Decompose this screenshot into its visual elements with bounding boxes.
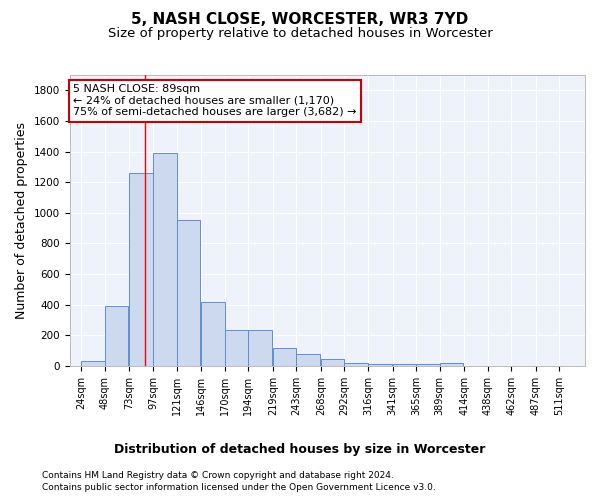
Text: Size of property relative to detached houses in Worcester: Size of property relative to detached ho… [107,28,493,40]
Bar [130,173,153,366]
Text: 5 NASH CLOSE: 89sqm
← 24% of detached houses are smaller (1,170)
75% of semi-det: 5 NASH CLOSE: 89sqm ← 24% of detached ho… [73,84,357,117]
Bar [105,306,128,366]
Bar [392,364,416,366]
Text: Distribution of detached houses by size in Worcester: Distribution of detached houses by size … [115,442,485,456]
Bar [82,362,105,366]
Bar [440,363,463,366]
Bar [416,364,440,366]
Bar [176,220,200,366]
Text: 5, NASH CLOSE, WORCESTER, WR3 7YD: 5, NASH CLOSE, WORCESTER, WR3 7YD [131,12,469,28]
Bar [273,348,296,366]
Bar [321,359,344,366]
Y-axis label: Number of detached properties: Number of detached properties [15,122,28,319]
Bar [344,363,368,366]
Bar [201,302,224,366]
Bar [248,330,272,366]
Bar [224,330,248,366]
Bar [153,153,176,366]
Bar [296,354,320,366]
Text: Contains HM Land Registry data © Crown copyright and database right 2024.: Contains HM Land Registry data © Crown c… [42,471,394,480]
Text: Contains public sector information licensed under the Open Government Licence v3: Contains public sector information licen… [42,484,436,492]
Bar [368,364,392,366]
